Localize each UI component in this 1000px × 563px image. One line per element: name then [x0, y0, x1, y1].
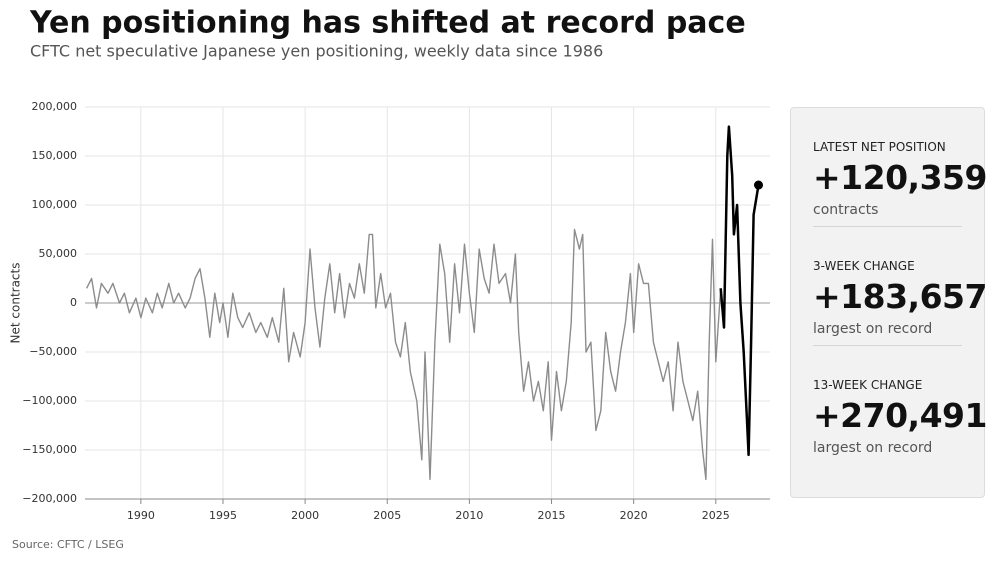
end-dot	[754, 180, 764, 190]
y-tick-label: 150,000	[32, 149, 78, 162]
y-tick-label: 200,000	[32, 100, 78, 113]
stat-value: +183,657	[813, 277, 987, 316]
stat-label: LATEST NET POSITION	[813, 140, 946, 154]
y-tick-label: 100,000	[32, 198, 78, 211]
x-tick-label: 2005	[373, 509, 401, 522]
stat-note: contracts	[813, 202, 879, 218]
y-tick-label: −50,000	[29, 345, 77, 358]
x-tick-label: 2000	[291, 509, 319, 522]
y-tick-label: −200,000	[22, 492, 77, 505]
source: Source: CFTC / LSEG	[12, 538, 124, 551]
y-tick-label: −100,000	[22, 394, 77, 407]
y-tick-label: −150,000	[22, 443, 77, 456]
stat-label: 3-WEEK CHANGE	[813, 259, 915, 273]
stat: 13-WEEK CHANGE +270,491 largest on record	[813, 346, 987, 464]
x-tick-label: 2020	[620, 509, 648, 522]
stat: LATEST NET POSITION +120,359 contracts	[813, 108, 987, 227]
y-axis-label: Net contracts	[9, 263, 23, 344]
x-tick-label: 1995	[209, 509, 237, 522]
series-line	[719, 125, 760, 457]
x-tick-label: 1990	[127, 509, 155, 522]
x-tick-label: 2025	[702, 509, 730, 522]
x-tick-label: 2010	[455, 509, 483, 522]
series-line	[85, 228, 722, 481]
stat-note: largest on record	[813, 440, 933, 456]
y-tick-label: 0	[70, 296, 77, 309]
stat-note: largest on record	[813, 321, 933, 337]
y-tick-label: 50,000	[39, 247, 78, 260]
x-tick-label: 2015	[538, 509, 566, 522]
stat-value: +120,359	[813, 158, 987, 197]
chart-title: Yen positioning has shifted at record pa…	[29, 6, 746, 41]
stat-label: 13-WEEK CHANGE	[813, 378, 923, 392]
chart-subtitle: CFTC net speculative Japanese yen positi…	[30, 42, 603, 61]
stat-value: +270,491	[813, 396, 987, 435]
stats-panel: LATEST NET POSITION +120,359 contracts 3-W…	[790, 107, 987, 498]
stat: 3-WEEK CHANGE +183,657 largest on record	[813, 227, 987, 346]
